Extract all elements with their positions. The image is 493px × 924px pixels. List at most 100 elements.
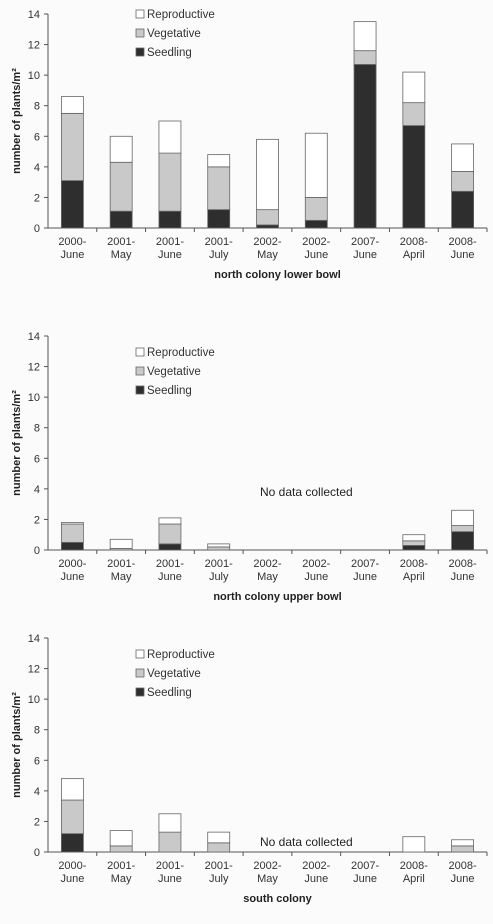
y-tick-label: 0 [34, 223, 40, 235]
bar-vegetative [402, 102, 426, 126]
legend-label: Vegetative [147, 28, 201, 40]
bar-seedling [60, 180, 84, 229]
bar-vegetative [353, 50, 377, 65]
x-tick-label: July [209, 249, 229, 261]
legend-swatch-vegetative [135, 28, 145, 38]
x-tick-label: 2001- [205, 558, 233, 570]
bar-vegetative [207, 166, 231, 211]
bar-reproductive [109, 538, 133, 549]
y-tick-label: 14 [28, 633, 40, 645]
bar-seedling [60, 541, 84, 551]
legend-label: Reproductive [147, 347, 215, 359]
y-tick-label: 0 [34, 847, 40, 859]
bar-seedling [158, 543, 182, 551]
bar-reproductive [402, 71, 426, 104]
x-tick-label: 2008- [449, 236, 477, 248]
bar-reproductive [402, 836, 426, 853]
legend-label: Reproductive [147, 649, 215, 661]
y-tick-label: 14 [28, 9, 40, 21]
y-tick-label: 6 [34, 131, 40, 143]
y-tick-label: 4 [34, 786, 40, 798]
y-tick-label: 6 [34, 755, 40, 767]
y-axis-label: number of plants/m² [11, 68, 23, 174]
x-tick-label: June [451, 249, 475, 261]
x-tick-label: 2000- [58, 860, 86, 872]
legend-label: Vegetative [147, 366, 201, 378]
x-tick-label: June [158, 873, 182, 885]
bar-reproductive [304, 132, 328, 198]
bar-reproductive [109, 830, 133, 847]
bar-vegetative [109, 845, 133, 853]
y-tick-label: 12 [28, 362, 40, 374]
x-tick-label: June [60, 571, 84, 583]
x-tick-label: May [111, 571, 132, 583]
bar-reproductive [207, 154, 231, 168]
y-tick-label: 10 [28, 694, 40, 706]
y-tick-label: 12 [28, 664, 40, 676]
y-tick-label: 8 [34, 423, 40, 435]
legend-label: Vegetative [147, 668, 201, 680]
bar-seedling [353, 64, 377, 229]
bar-vegetative [109, 161, 133, 212]
x-tick-label: April [403, 249, 425, 261]
x-tick-label: 2001- [107, 236, 135, 248]
legend-swatch-reproductive [135, 649, 145, 659]
y-tick-label: 2 [34, 816, 40, 828]
legend-swatch-seedling [135, 385, 145, 395]
bar-seedling [256, 224, 279, 229]
bar-reproductive [451, 143, 475, 172]
x-tick-label: 2001- [205, 236, 233, 248]
x-tick-label: 2008- [400, 860, 428, 872]
x-tick-label: June [304, 873, 328, 885]
x-tick-label: 2008- [400, 236, 428, 248]
x-tick-label: 2007- [351, 236, 379, 248]
x-tick-label: 2008- [449, 558, 477, 570]
chart-south-colony: 0 2 4 6 8 10 12 14 number of plants/m² 2000- June 2… [0, 624, 493, 924]
x-tick-label: June [158, 571, 182, 583]
y-tick-label: 14 [28, 331, 40, 343]
bar-seedling [304, 219, 328, 229]
x-tick-label: 2002- [302, 558, 330, 570]
bar-reproductive [402, 534, 426, 542]
bar-seedling [451, 190, 475, 229]
bar-reproductive [60, 778, 84, 801]
bar-reproductive [158, 813, 182, 833]
legend-label: Reproductive [147, 9, 215, 21]
no-data-note: No data collected [260, 485, 353, 499]
x-tick-label: 2007- [351, 860, 379, 872]
bar-seedling [207, 209, 231, 229]
legend-label: Seedling [147, 385, 192, 397]
bar-reproductive [207, 543, 231, 548]
x-tick-label: June [158, 249, 182, 261]
bar-seedling [451, 531, 475, 551]
x-tick-label: 2007- [351, 558, 379, 570]
bar-reproductive [353, 21, 377, 52]
bar-reproductive [109, 135, 133, 163]
x-tick-label: 2001- [107, 558, 135, 570]
y-tick-label: 10 [28, 70, 40, 82]
x-axis-label: north colony upper bowl [213, 591, 341, 603]
x-tick-label: 2008- [400, 558, 428, 570]
x-tick-label: June [451, 873, 475, 885]
bar-seedling [402, 545, 426, 551]
chart-north-colony-lower-bowl: 0 2 4 6 8 10 12 14 number of plants/m² 2000- June 2… [0, 0, 493, 300]
x-tick-label: May [257, 571, 278, 583]
x-tick-label: 2008- [449, 860, 477, 872]
legend-label: Seedling [147, 687, 192, 699]
x-tick-label: May [111, 249, 132, 261]
bar-vegetative [402, 540, 426, 546]
bar-reproductive [207, 831, 231, 844]
legend-swatch-vegetative [135, 668, 145, 678]
legend-swatch-reproductive [135, 347, 145, 357]
x-tick-label: June [451, 571, 475, 583]
y-axis-label: number of plants/m² [11, 692, 23, 798]
x-tick-label: July [209, 873, 229, 885]
bar-vegetative [158, 523, 182, 545]
x-tick-label: May [111, 873, 132, 885]
bar-vegetative [158, 152, 182, 212]
bar-vegetative [158, 831, 182, 853]
legend-swatch-seedling [135, 687, 145, 697]
